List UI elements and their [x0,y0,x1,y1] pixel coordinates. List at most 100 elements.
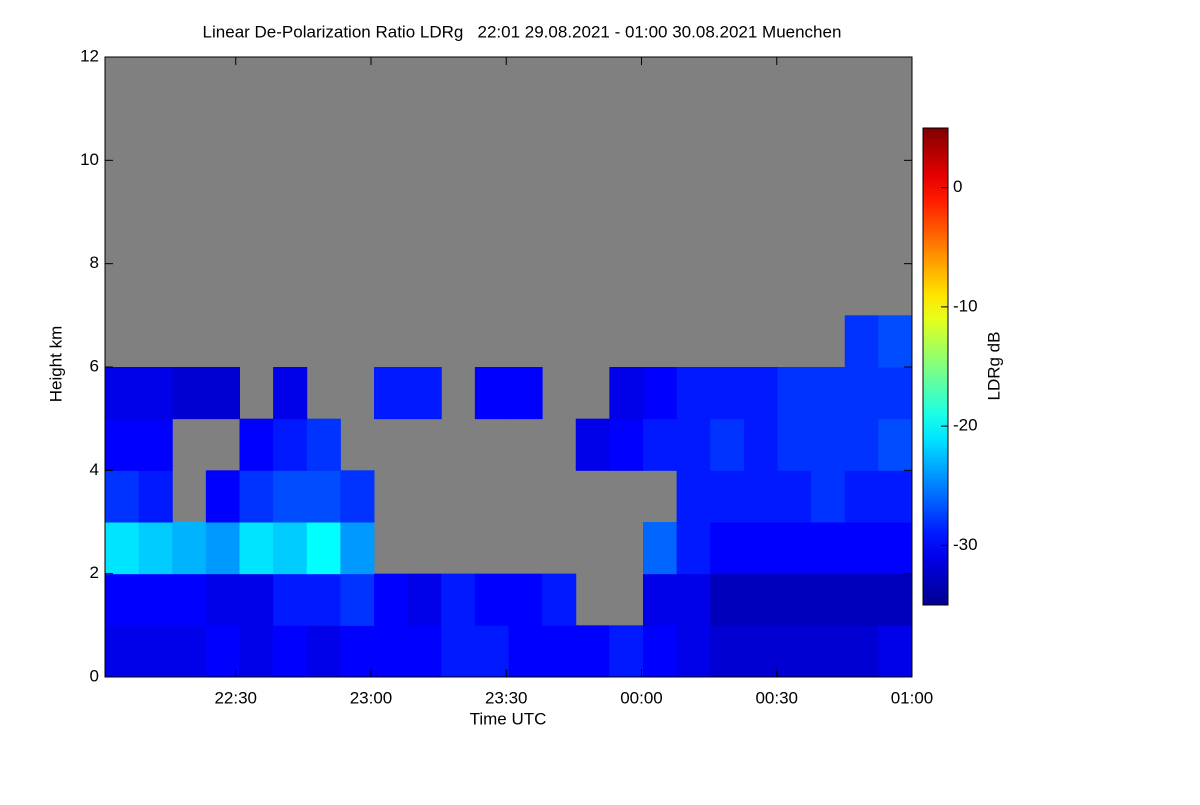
heat-cell [508,367,543,420]
heat-cell [743,625,778,678]
heat-cell [710,418,745,471]
heat-cell [105,522,140,575]
heat-cell [710,367,745,420]
heat-cell [811,573,846,626]
colorbar-label: LDRg dB [984,332,1003,401]
heat-cell [441,625,476,678]
heat-cell [710,625,745,678]
heat-cell [575,418,610,471]
x-tick-label: 00:30 [755,688,798,707]
heat-cell [542,573,577,626]
x-tick-label: 23:00 [350,688,393,707]
heat-cell [172,625,207,678]
heat-cell [407,573,442,626]
x-axis-label: Time UTC [470,709,547,728]
heat-cell [811,367,846,420]
x-tick-label: 01:00 [891,688,934,707]
heat-cell [105,418,140,471]
heat-cell [878,418,913,471]
heat-cell [609,418,644,471]
heat-cell [878,573,913,626]
heat-cell [374,367,409,420]
heat-cell [844,625,879,678]
heat-cell [676,522,711,575]
heat-cell [777,470,812,523]
heat-cell [643,625,678,678]
y-tick-label: 6 [90,356,99,375]
x-tick-label: 23:30 [485,688,528,707]
heat-cell [138,418,173,471]
heat-cell [643,367,678,420]
chart-title: Linear De-Polarization Ratio LDRg 22:01 … [203,22,842,41]
heat-cell [273,573,308,626]
heat-cell [508,625,543,678]
heat-cell [340,573,375,626]
heat-cell [710,470,745,523]
heat-cell [777,625,812,678]
heat-cell [138,625,173,678]
heat-cell [676,418,711,471]
heat-cell [340,470,375,523]
heat-cell [743,418,778,471]
y-tick-label: 12 [80,46,99,65]
heat-cell [138,522,173,575]
heat-cell [609,367,644,420]
heat-cell [273,418,308,471]
x-tick-label: 22:30 [214,688,257,707]
heat-cell [374,573,409,626]
heat-cell [811,418,846,471]
y-axis-label: Height km [46,326,65,403]
heat-cell [407,367,442,420]
heat-cell [273,367,308,420]
heat-cell [777,367,812,420]
heat-cell [676,625,711,678]
heat-cell [743,367,778,420]
heat-cell [374,625,409,678]
heat-cell [474,625,509,678]
heat-cell [273,625,308,678]
heat-cell [878,522,913,575]
heat-cell [239,522,274,575]
y-tick-label: 0 [90,666,99,685]
heat-cell [777,573,812,626]
heat-cell [105,573,140,626]
heat-cell [676,573,711,626]
heat-cell [542,625,577,678]
heat-cell [239,625,274,678]
heat-cell [306,522,341,575]
heat-cell [340,625,375,678]
heat-cell [575,625,610,678]
heat-cell [811,470,846,523]
heat-cell [710,522,745,575]
heat-cell [138,573,173,626]
heat-cell [239,470,274,523]
heat-cell [306,573,341,626]
heat-cell [474,367,509,420]
heat-cell [643,573,678,626]
colorbar-tick-label: -30 [953,535,978,554]
heat-cell [844,315,879,368]
heat-cell [273,522,308,575]
heat-cell [306,418,341,471]
heat-cell [878,367,913,420]
heat-cell [777,418,812,471]
y-tick-label: 8 [90,253,99,272]
heat-cell [743,522,778,575]
colorbar-tick-label: -10 [953,296,978,315]
heat-cell [205,470,240,523]
heat-cell [306,625,341,678]
heat-cell [811,522,846,575]
heat-cell [609,625,644,678]
heat-cell [441,573,476,626]
heat-cell [172,573,207,626]
heat-cell [105,625,140,678]
x-tick-label: 00:00 [620,688,663,707]
heat-cell [676,470,711,523]
heat-cell [878,470,913,523]
heat-cell [643,522,678,575]
heat-cell [508,573,543,626]
heat-cell [205,573,240,626]
heat-cell [105,470,140,523]
heat-cell [844,573,879,626]
